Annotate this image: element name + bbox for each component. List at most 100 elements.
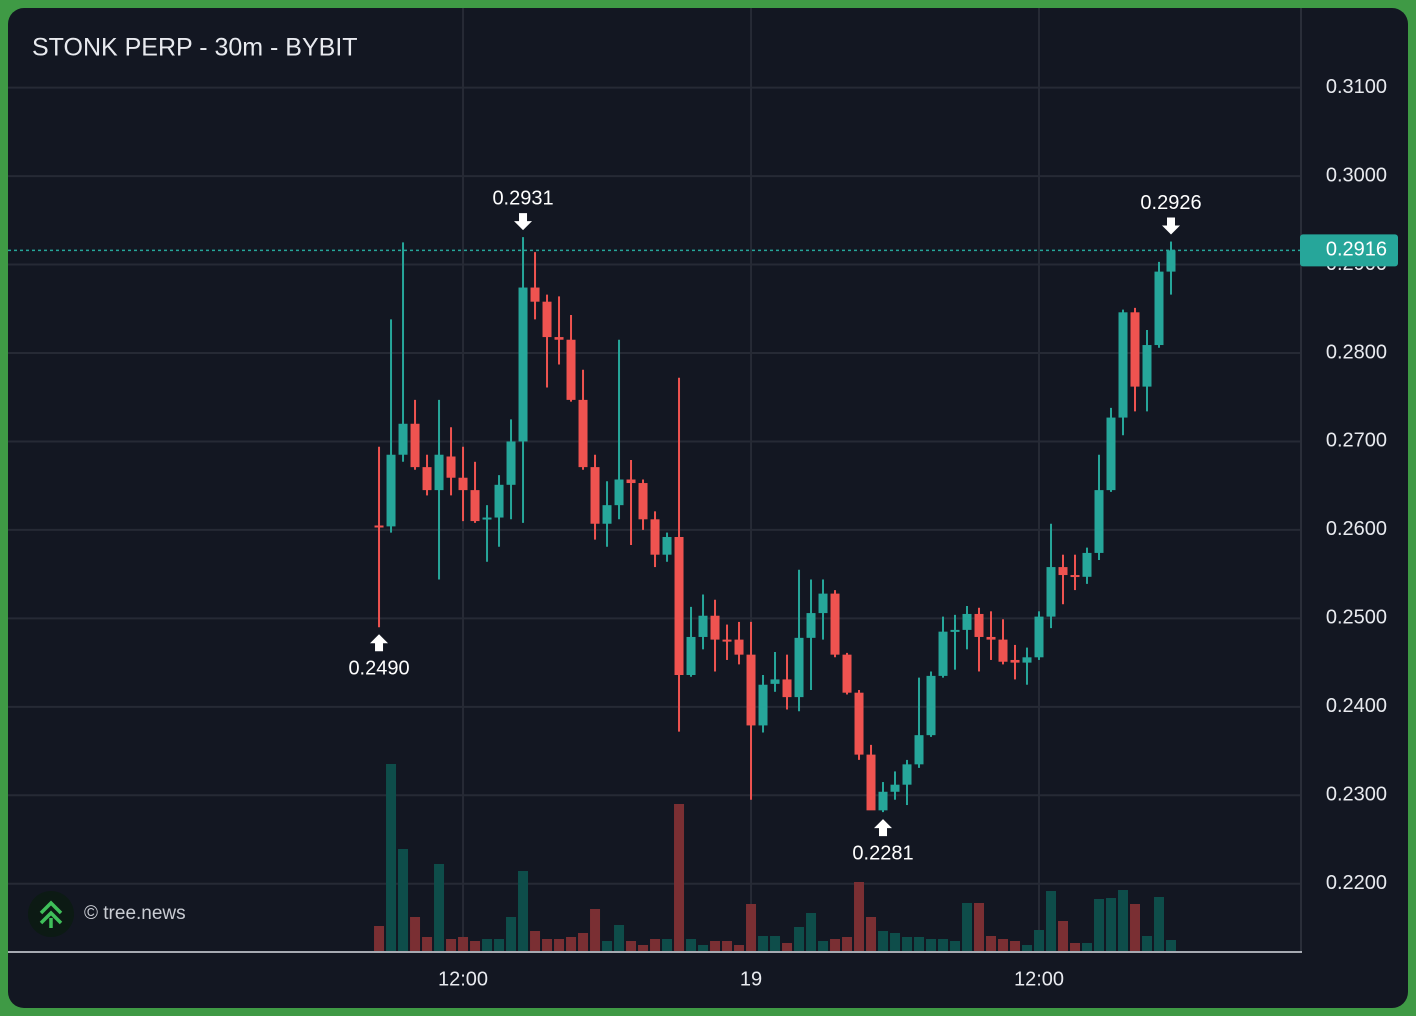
candle-body <box>458 477 468 491</box>
volume-bar <box>458 937 469 951</box>
volume-bar <box>1034 930 1045 951</box>
candle-body <box>950 629 960 632</box>
volume-bar <box>1106 898 1117 951</box>
candle-body <box>386 454 396 527</box>
annotation-label: 0.2931 <box>492 187 553 209</box>
candle-body <box>566 339 576 400</box>
volume-bar <box>710 941 721 951</box>
volume-bar <box>1010 941 1021 951</box>
candle-body <box>650 519 660 555</box>
candle-body <box>1082 552 1092 577</box>
candle-body <box>410 423 420 468</box>
last-price-label: 0.2916 <box>1326 239 1387 261</box>
annotation-label: 0.2926 <box>1140 192 1201 214</box>
candle-body <box>866 754 876 811</box>
volume-bar <box>974 903 985 951</box>
volume-bar <box>770 936 781 951</box>
candle-body <box>758 684 768 726</box>
volume-bar <box>998 939 1009 951</box>
candle-body <box>926 675 936 736</box>
candle-body <box>662 537 672 555</box>
candle-body <box>842 654 852 693</box>
volume-bar <box>578 933 589 951</box>
volume-bar <box>422 937 433 951</box>
volume-bar <box>494 939 505 951</box>
candle-body <box>974 613 984 637</box>
volume-bar <box>1142 936 1153 951</box>
candle-body <box>434 454 444 491</box>
candle-body <box>1070 575 1080 578</box>
candle-body <box>878 791 888 811</box>
volume-bar <box>1118 890 1129 951</box>
panel <box>8 8 1408 1008</box>
volume-bar <box>542 939 553 951</box>
watermark-logo <box>28 891 74 937</box>
y-tick-label: 0.3100 <box>1326 76 1387 98</box>
candle-body <box>422 467 432 491</box>
annotation-label: 0.2281 <box>852 842 913 864</box>
candle-body <box>710 615 720 640</box>
volume-bar <box>854 882 865 951</box>
annotation-arrow <box>1162 217 1181 235</box>
candle-body <box>590 467 600 524</box>
candle-body <box>1106 417 1116 491</box>
volume-bar <box>1130 904 1141 951</box>
volume-bar <box>446 939 457 951</box>
volume-bar <box>758 936 769 951</box>
volume-bar <box>806 913 817 951</box>
annotation-label: 0.2490 <box>348 658 409 680</box>
volume-bar <box>818 941 829 951</box>
candle-body <box>998 639 1008 662</box>
volume-bar <box>1154 897 1165 951</box>
candle-body <box>914 735 924 765</box>
candle-body <box>626 479 636 484</box>
chart-title: STONK PERP - 30m - BYBIT <box>32 34 358 62</box>
y-tick-label: 0.2700 <box>1326 430 1387 452</box>
volume-bar <box>626 941 637 951</box>
y-tick-label: 0.2200 <box>1326 872 1387 894</box>
candle-body <box>446 456 456 478</box>
candle-body <box>830 593 840 655</box>
volume-bar <box>1082 943 1093 951</box>
candle-body <box>686 636 696 675</box>
candle-body <box>1046 567 1056 617</box>
volume-bar <box>398 849 409 951</box>
annotation-arrow <box>874 819 893 837</box>
candle-body <box>1010 659 1020 663</box>
candle-body <box>602 505 612 524</box>
y-tick-label: 0.2800 <box>1326 341 1387 363</box>
volume-bar <box>782 943 793 951</box>
candle-body <box>1118 312 1128 418</box>
volume-bar <box>902 937 913 951</box>
candle-body <box>398 423 408 455</box>
candle-body <box>782 679 792 698</box>
last-price-tag <box>1300 234 1398 267</box>
volume-bar <box>1058 921 1069 951</box>
volume-bar <box>386 764 397 951</box>
volume-bar <box>566 937 577 951</box>
candle-body <box>554 337 564 340</box>
volume-bar <box>662 939 673 951</box>
candle-body <box>698 615 708 637</box>
volume-bar <box>650 939 661 951</box>
volume-bar <box>434 864 445 951</box>
volume-bar <box>842 937 853 951</box>
volume-bar <box>1070 943 1081 951</box>
y-tick-label: 0.2400 <box>1326 695 1387 717</box>
volume-bar <box>614 925 625 951</box>
candle-body <box>722 639 732 642</box>
volume-bar <box>1166 940 1177 951</box>
volume-bar <box>1046 891 1057 951</box>
volume-bar <box>986 936 997 951</box>
volume-bar <box>878 931 889 951</box>
candle-body <box>1166 250 1176 272</box>
y-tick-label: 0.2300 <box>1326 784 1387 806</box>
volume-bar <box>674 804 685 951</box>
candle-body <box>674 537 684 675</box>
volume-bar <box>926 939 937 951</box>
candle-body <box>938 631 948 676</box>
volume-bar <box>506 917 517 951</box>
candle-body <box>1034 616 1044 658</box>
volume-bar <box>890 933 901 951</box>
y-tick-label: 0.3000 <box>1326 164 1387 186</box>
